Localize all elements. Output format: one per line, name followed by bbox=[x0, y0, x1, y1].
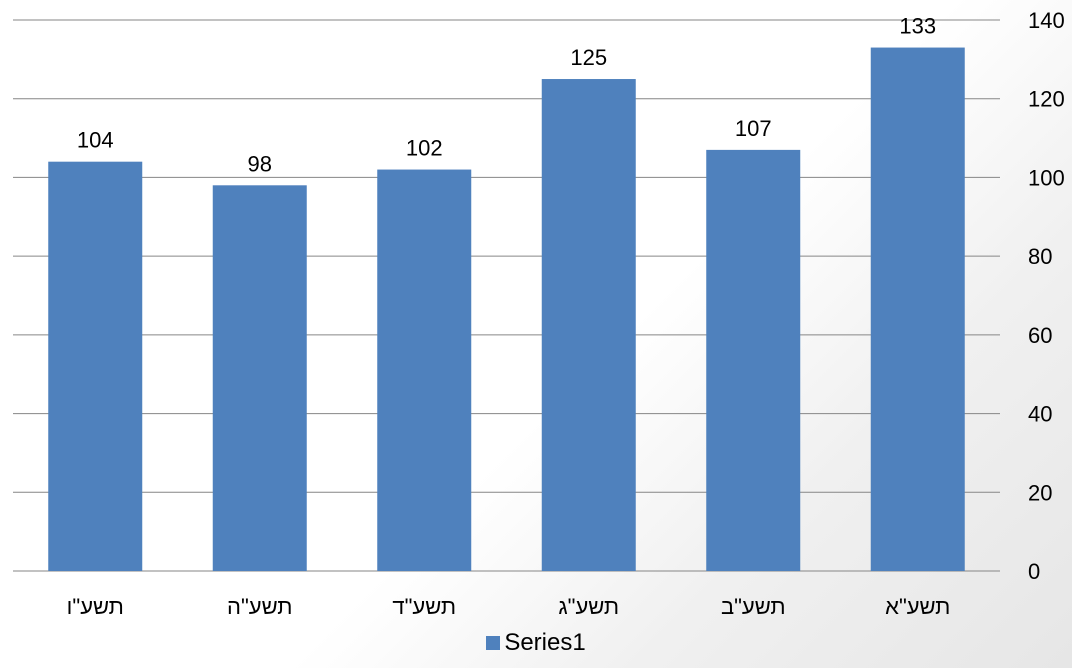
legend: Series1 bbox=[0, 629, 1072, 657]
y-tick-label: 100 bbox=[1028, 165, 1065, 190]
data-label: 98 bbox=[248, 151, 272, 176]
x-tick-label: תשע"ב bbox=[721, 594, 786, 619]
y-tick-label: 0 bbox=[1028, 559, 1040, 584]
data-label: 107 bbox=[735, 116, 772, 141]
x-tick-label: תשע"ג bbox=[558, 594, 619, 619]
x-tick-label: תשע"א bbox=[885, 594, 950, 619]
y-tick-label: 20 bbox=[1028, 480, 1052, 505]
y-tick-label: 60 bbox=[1028, 323, 1052, 348]
legend-swatch bbox=[486, 636, 501, 650]
bar bbox=[541, 79, 636, 572]
y-tick-label: 140 bbox=[1028, 8, 1065, 33]
x-tick-label: תשע"ו bbox=[67, 594, 124, 619]
legend-label: Series1 bbox=[504, 629, 586, 656]
data-label: 102 bbox=[406, 136, 443, 161]
bar bbox=[377, 169, 472, 572]
data-label: 104 bbox=[77, 128, 114, 153]
data-label: 125 bbox=[570, 45, 607, 70]
y-tick-label: 80 bbox=[1028, 244, 1052, 269]
bar bbox=[870, 47, 965, 572]
bar bbox=[48, 161, 143, 571]
x-tick-label: תשע"ד bbox=[392, 594, 456, 619]
y-tick-label: 120 bbox=[1028, 87, 1065, 112]
x-tick-label: תשע"ה bbox=[227, 594, 292, 619]
data-label: 133 bbox=[899, 14, 936, 39]
bar bbox=[212, 185, 307, 572]
y-tick-label: 40 bbox=[1028, 402, 1052, 427]
bar bbox=[706, 149, 801, 571]
